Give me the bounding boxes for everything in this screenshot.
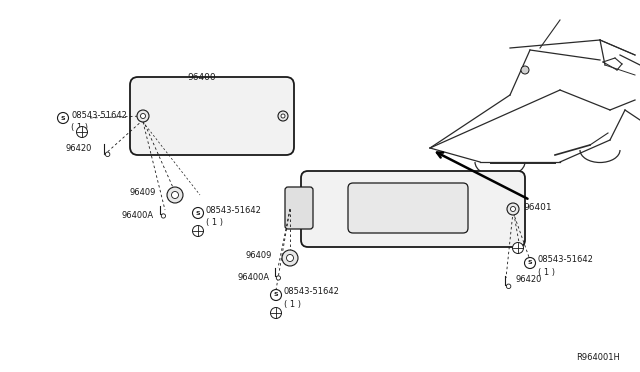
Circle shape xyxy=(513,243,524,253)
Text: 08543-51642: 08543-51642 xyxy=(71,110,127,119)
Text: 96420: 96420 xyxy=(65,144,92,153)
Circle shape xyxy=(281,114,285,118)
Text: 96409: 96409 xyxy=(245,251,271,260)
Text: S: S xyxy=(528,260,532,266)
Circle shape xyxy=(141,113,145,119)
Text: ( 1 ): ( 1 ) xyxy=(538,267,555,276)
Text: S: S xyxy=(196,211,200,215)
Text: ( 1 ): ( 1 ) xyxy=(206,218,223,227)
Circle shape xyxy=(278,111,288,121)
FancyBboxPatch shape xyxy=(285,187,313,229)
Text: 08543-51642: 08543-51642 xyxy=(284,288,340,296)
Text: 08543-51642: 08543-51642 xyxy=(206,205,262,215)
Circle shape xyxy=(161,214,166,218)
Text: 96420: 96420 xyxy=(515,276,541,285)
Text: 96400: 96400 xyxy=(188,73,216,81)
Circle shape xyxy=(276,276,280,280)
Text: S: S xyxy=(61,115,65,121)
Circle shape xyxy=(506,284,511,289)
Circle shape xyxy=(193,225,204,237)
Circle shape xyxy=(507,203,519,215)
Text: R964001H: R964001H xyxy=(576,353,620,362)
Text: 08543-51642: 08543-51642 xyxy=(538,256,594,264)
Circle shape xyxy=(172,192,179,199)
Circle shape xyxy=(282,250,298,266)
Text: 96401: 96401 xyxy=(523,202,552,212)
Text: 96400A: 96400A xyxy=(237,273,269,282)
Text: S: S xyxy=(274,292,278,298)
Circle shape xyxy=(271,289,282,301)
FancyBboxPatch shape xyxy=(301,171,525,247)
Text: ( 1 ): ( 1 ) xyxy=(284,299,301,308)
Circle shape xyxy=(137,110,149,122)
Text: ( 1 ): ( 1 ) xyxy=(71,122,88,131)
Circle shape xyxy=(287,254,294,262)
Text: 96409: 96409 xyxy=(130,187,156,196)
Text: 96400A: 96400A xyxy=(122,211,154,219)
FancyBboxPatch shape xyxy=(130,77,294,155)
Circle shape xyxy=(167,187,183,203)
Circle shape xyxy=(521,66,529,74)
Circle shape xyxy=(525,257,536,269)
Circle shape xyxy=(271,308,282,318)
Circle shape xyxy=(193,208,204,218)
Circle shape xyxy=(58,112,68,124)
FancyBboxPatch shape xyxy=(348,183,468,233)
Circle shape xyxy=(77,126,88,138)
Circle shape xyxy=(511,206,515,212)
Circle shape xyxy=(106,152,110,157)
